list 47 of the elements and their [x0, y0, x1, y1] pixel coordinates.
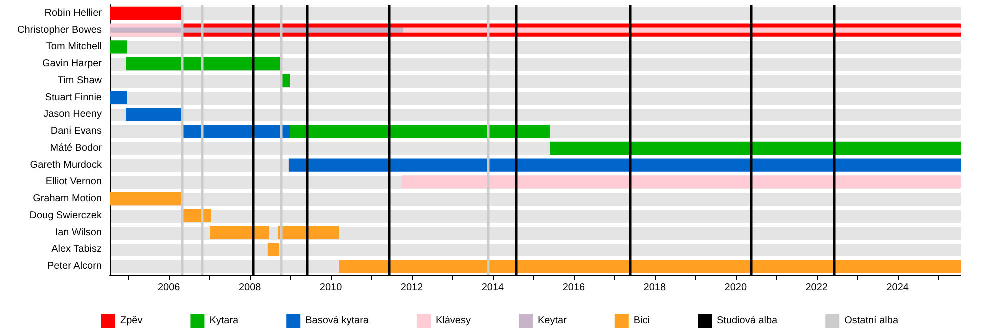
bar [110, 6, 182, 20]
bar [110, 91, 128, 104]
bar [183, 124, 290, 138]
bar [110, 40, 128, 54]
y-tick-label: Alex Tabisz [52, 244, 102, 256]
bar [210, 226, 270, 240]
bar [290, 124, 550, 138]
bar [278, 226, 340, 240]
bar [110, 192, 184, 206]
y-tick-label: Graham Motion [33, 194, 102, 205]
x-tick-label: 2008 [238, 282, 262, 294]
y-tick-label: Jason Heeny [44, 109, 102, 120]
y-tick-label: Dani Evans [50, 126, 102, 138]
y-tick-label: Gavin Harper [42, 58, 103, 70]
bar [110, 28, 404, 33]
x-tick-label: 2020 [724, 282, 748, 294]
y-tick-label: Peter Alcorn [48, 261, 102, 272]
bar [126, 57, 282, 71]
y-tick-label: Stuart Finnie [45, 92, 102, 104]
x-tick-label: 2006 [158, 282, 181, 294]
x-tick-label: 2024 [886, 282, 910, 294]
y-tick-label: Ian Wilson [55, 227, 102, 238]
legend-label: Ostatní alba [844, 316, 899, 326]
legend-label: Zpěv [120, 316, 143, 326]
bar [403, 28, 961, 33]
y-tick-label: Tom Mitchell [46, 42, 102, 53]
x-tick-label: 2022 [806, 282, 828, 294]
legend-label: Bici [634, 316, 650, 326]
y-tick-label: Christopher Bowes [18, 24, 102, 36]
x-tick-label: 2014 [482, 282, 505, 294]
bar [268, 243, 280, 256]
bar [126, 108, 184, 122]
legend-label: Klávesy [436, 316, 471, 326]
x-tick-label: 2018 [644, 282, 666, 294]
y-tick-label: Tim Shaw [58, 75, 103, 86]
x-tick-label: 2010 [320, 282, 343, 294]
y-tick-label: Máté Bodor [50, 142, 103, 154]
y-tick-label: Doug Swierczek [30, 210, 103, 222]
legend-label: Basová kytara [306, 316, 370, 326]
legend-label: Studiová alba [717, 316, 778, 326]
y-tick-label: Gareth Murdock [30, 160, 103, 171]
x-tick-label: 2012 [400, 282, 424, 294]
y-tick-label: Elliot Vernon [46, 176, 102, 188]
legend-label: Keytar [538, 316, 568, 326]
legend-label: Kytara [210, 316, 240, 326]
x-tick-label: 2016 [562, 282, 586, 294]
y-tick-label: Robin Hellier [44, 8, 103, 19]
